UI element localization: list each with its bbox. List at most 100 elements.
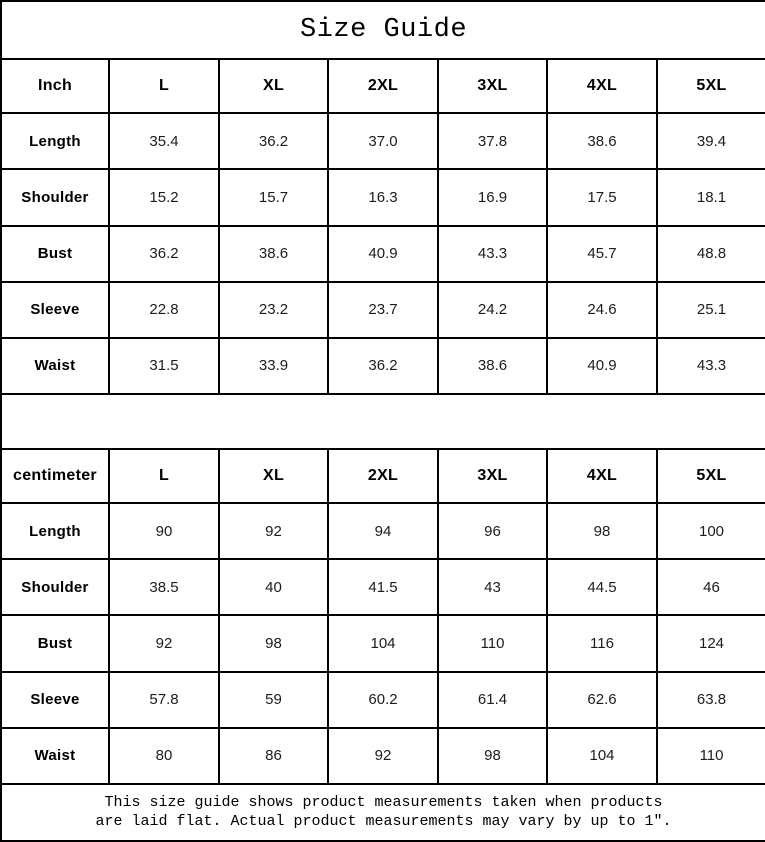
value-cell: 37.8 <box>437 112 548 171</box>
cm-header-row: centimeter L XL 2XL 3XL 4XL 5XL <box>0 447 765 505</box>
value-cell: 92 <box>218 502 329 561</box>
value-cell: 24.2 <box>437 280 548 339</box>
value-cell: 44.5 <box>546 558 658 617</box>
value-cell: 36.2 <box>218 112 329 171</box>
value-cell: 61.4 <box>437 670 548 729</box>
inch-header-row: Inch L XL 2XL 3XL 4XL 5XL <box>0 58 765 115</box>
value-cell: 104 <box>546 726 658 785</box>
value-cell: 40 <box>218 558 329 617</box>
value-cell: 98 <box>546 502 658 561</box>
value-cell: 48.8 <box>655 224 765 283</box>
table-row: Length 90 92 94 96 98 100 <box>0 502 765 561</box>
value-cell: 98 <box>218 614 329 673</box>
page-title: Size Guide <box>0 0 765 61</box>
table-row: Sleeve 22.8 23.2 23.7 24.2 24.6 25.1 <box>0 280 765 339</box>
value-cell: 110 <box>655 726 765 785</box>
row-label: Waist <box>0 726 110 785</box>
table-row: Shoulder 38.5 40 41.5 43 44.5 46 <box>0 558 765 617</box>
size-header: 5XL <box>655 58 765 115</box>
value-cell: 35.4 <box>108 112 220 171</box>
row-label: Shoulder <box>0 558 110 617</box>
size-header: L <box>108 58 220 115</box>
value-cell: 62.6 <box>546 670 658 729</box>
value-cell: 38.5 <box>108 558 220 617</box>
row-label: Bust <box>0 614 110 673</box>
value-cell: 110 <box>437 614 548 673</box>
footer-row: This size guide shows product measuremen… <box>0 782 765 842</box>
spacer-cell <box>0 392 765 451</box>
table-row: Shoulder 15.2 15.7 16.3 16.9 17.5 18.1 <box>0 168 765 227</box>
value-cell: 40.9 <box>546 336 658 395</box>
size-header: XL <box>218 447 329 505</box>
value-cell: 59 <box>218 670 329 729</box>
title-row: Size Guide <box>0 0 765 61</box>
size-header: 2XL <box>327 447 439 505</box>
row-label: Bust <box>0 224 110 283</box>
size-header: 3XL <box>437 58 548 115</box>
cm-unit-label: centimeter <box>0 447 110 505</box>
size-header: 2XL <box>327 58 439 115</box>
value-cell: 25.1 <box>655 280 765 339</box>
value-cell: 16.3 <box>327 168 439 227</box>
value-cell: 15.7 <box>218 168 329 227</box>
size-header: L <box>108 447 220 505</box>
value-cell: 86 <box>218 726 329 785</box>
value-cell: 22.8 <box>108 280 220 339</box>
size-header: 4XL <box>546 58 658 115</box>
table-row: Bust 36.2 38.6 40.9 43.3 45.7 48.8 <box>0 224 765 283</box>
value-cell: 38.6 <box>437 336 548 395</box>
value-cell: 43.3 <box>655 336 765 395</box>
spacer-row <box>0 392 765 451</box>
value-cell: 90 <box>108 502 220 561</box>
value-cell: 36.2 <box>327 336 439 395</box>
table-row: Sleeve 57.8 59 60.2 61.4 62.6 63.8 <box>0 670 765 729</box>
footer-note-line2: are laid flat. Actual product measuremen… <box>95 813 672 831</box>
value-cell: 100 <box>655 502 765 561</box>
value-cell: 96 <box>437 502 548 561</box>
value-cell: 39.4 <box>655 112 765 171</box>
value-cell: 31.5 <box>108 336 220 395</box>
value-cell: 16.9 <box>437 168 548 227</box>
row-label: Sleeve <box>0 280 110 339</box>
row-label: Length <box>0 112 110 171</box>
value-cell: 98 <box>437 726 548 785</box>
value-cell: 33.9 <box>218 336 329 395</box>
table-row: Waist 80 86 92 98 104 110 <box>0 726 765 785</box>
value-cell: 57.8 <box>108 670 220 729</box>
value-cell: 41.5 <box>327 558 439 617</box>
footer-note-line1: This size guide shows product measuremen… <box>104 794 663 812</box>
size-header: XL <box>218 58 329 115</box>
value-cell: 24.6 <box>546 280 658 339</box>
value-cell: 45.7 <box>546 224 658 283</box>
value-cell: 104 <box>327 614 439 673</box>
value-cell: 38.6 <box>546 112 658 171</box>
inch-unit-label: Inch <box>0 58 110 115</box>
value-cell: 124 <box>655 614 765 673</box>
value-cell: 15.2 <box>108 168 220 227</box>
row-label: Length <box>0 502 110 561</box>
table-row: Length 35.4 36.2 37.0 37.8 38.6 39.4 <box>0 112 765 171</box>
table-row: Waist 31.5 33.9 36.2 38.6 40.9 43.3 <box>0 336 765 395</box>
value-cell: 46 <box>655 558 765 617</box>
value-cell: 92 <box>327 726 439 785</box>
value-cell: 36.2 <box>108 224 220 283</box>
value-cell: 37.0 <box>327 112 439 171</box>
value-cell: 23.7 <box>327 280 439 339</box>
footer-note: This size guide shows product measuremen… <box>0 782 765 842</box>
value-cell: 43 <box>437 558 548 617</box>
value-cell: 60.2 <box>327 670 439 729</box>
row-label: Shoulder <box>0 168 110 227</box>
value-cell: 80 <box>108 726 220 785</box>
value-cell: 43.3 <box>437 224 548 283</box>
value-cell: 18.1 <box>655 168 765 227</box>
row-label: Waist <box>0 336 110 395</box>
value-cell: 63.8 <box>655 670 765 729</box>
value-cell: 92 <box>108 614 220 673</box>
size-header: 4XL <box>546 447 658 505</box>
size-header: 3XL <box>437 447 548 505</box>
table-row: Bust 92 98 104 110 116 124 <box>0 614 765 673</box>
value-cell: 23.2 <box>218 280 329 339</box>
value-cell: 94 <box>327 502 439 561</box>
value-cell: 17.5 <box>546 168 658 227</box>
